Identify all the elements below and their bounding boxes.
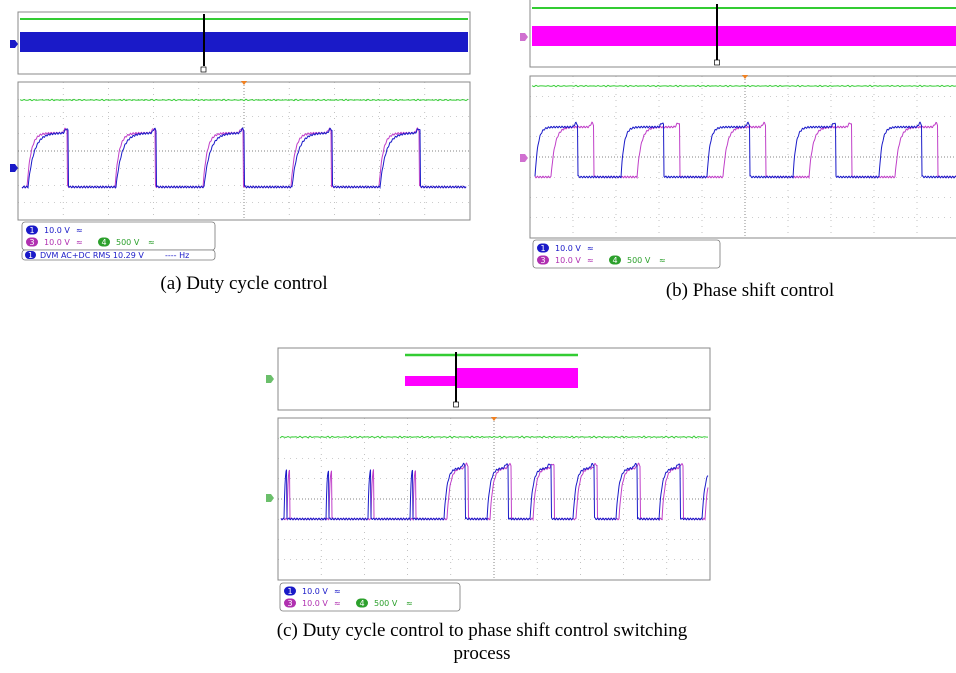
channel-scale: 10.0 V bbox=[302, 587, 328, 596]
channel-number: 1 bbox=[540, 244, 545, 253]
dvm-reading: DVM AC+DC RMS 10.29 V bbox=[40, 251, 144, 260]
channel-marker bbox=[266, 375, 274, 383]
channel-number: 4 bbox=[101, 238, 106, 247]
channel-scale: 500 V bbox=[627, 256, 651, 265]
caption: process bbox=[454, 643, 511, 664]
trace-band bbox=[20, 32, 468, 52]
dvm-frequency: ---- Hz bbox=[165, 251, 189, 260]
caption: (c) Duty cycle control to phase shift co… bbox=[277, 620, 688, 641]
cursor-tag bbox=[454, 402, 459, 407]
coupling-icon: ≈ bbox=[587, 256, 594, 265]
coupling-icon: ≈ bbox=[334, 599, 341, 608]
channel-number: 3 bbox=[29, 238, 34, 247]
trace-band bbox=[405, 376, 455, 386]
channel-number: 1 bbox=[29, 226, 34, 235]
coupling-icon: ≈ bbox=[587, 244, 594, 253]
coupling-icon: ≈ bbox=[406, 599, 413, 608]
channel-scale: 500 V bbox=[374, 599, 398, 608]
figure: 1 10.0 V ≈3 10.0 V ≈4 500 V ≈1 DVM AC+DC RMS 10… bbox=[0, 0, 956, 673]
caption: (b) Phase shift control bbox=[666, 280, 834, 301]
channel-marker bbox=[520, 33, 528, 41]
coupling-icon: ≈ bbox=[334, 587, 341, 596]
coupling-icon: ≈ bbox=[76, 226, 83, 235]
caption: (a) Duty cycle control bbox=[160, 273, 327, 294]
coupling-icon: ≈ bbox=[148, 238, 155, 247]
channel-marker bbox=[10, 164, 18, 172]
channel-marker bbox=[520, 154, 528, 162]
coupling-icon: ≈ bbox=[659, 256, 666, 265]
channel-scale: 10.0 V bbox=[44, 238, 70, 247]
channel-scale: 500 V bbox=[116, 238, 140, 247]
channel-number: 4 bbox=[612, 256, 617, 265]
trace-band bbox=[532, 26, 956, 46]
channel-number: 4 bbox=[359, 599, 364, 608]
channel-number: 1 bbox=[287, 587, 292, 596]
cursor-tag bbox=[715, 60, 720, 65]
channel-scale: 10.0 V bbox=[555, 256, 581, 265]
channel-scale: 10.0 V bbox=[44, 226, 70, 235]
channel-scale: 10.0 V bbox=[302, 599, 328, 608]
cursor-tag bbox=[201, 67, 206, 72]
channel-scale: 10.0 V bbox=[555, 244, 581, 253]
coupling-icon: ≈ bbox=[76, 238, 83, 247]
channel-number: 1 bbox=[28, 251, 33, 260]
channel-marker bbox=[266, 494, 274, 502]
trace-band bbox=[455, 368, 578, 388]
channel-marker bbox=[10, 40, 18, 48]
channel-number: 3 bbox=[540, 256, 545, 265]
channel-number: 3 bbox=[287, 599, 292, 608]
